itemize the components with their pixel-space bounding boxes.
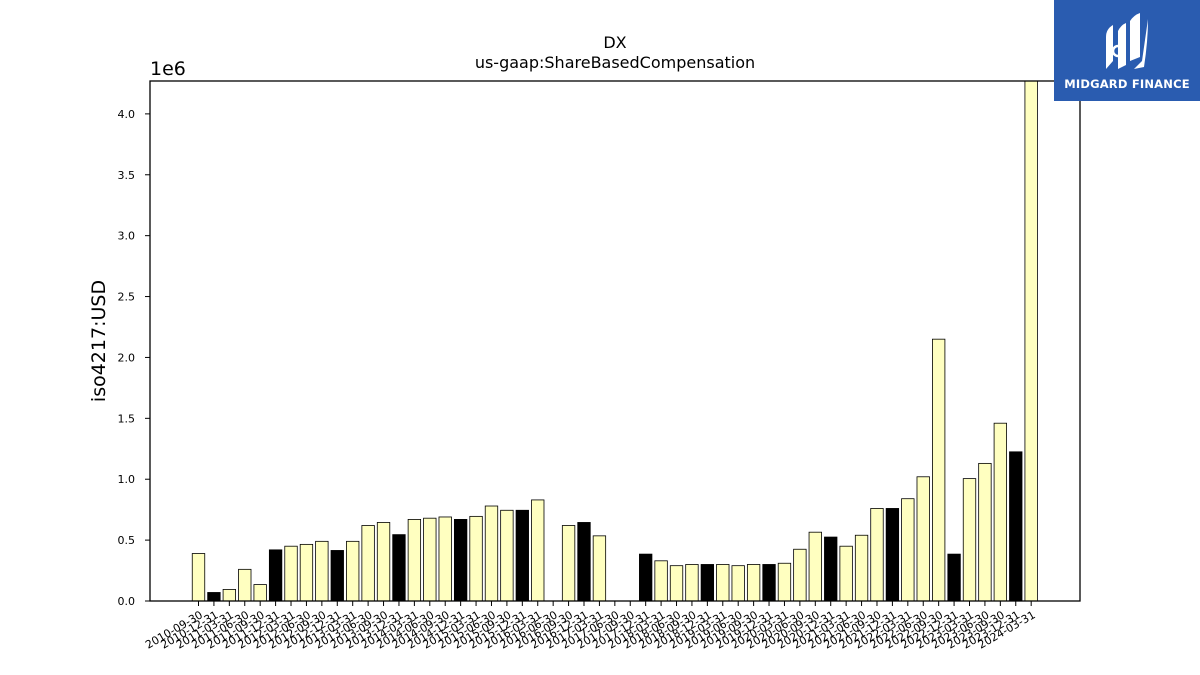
y-tick-label: 0.0 xyxy=(118,595,136,608)
bar-2024-03-31 xyxy=(1024,80,1038,602)
bar-2021-12-31 xyxy=(885,508,900,602)
y-tick-label: 3.0 xyxy=(118,230,136,243)
y-tick-label: 2.0 xyxy=(118,351,136,364)
y-tick-label: 3.5 xyxy=(118,169,136,182)
bar-2017-12-31 xyxy=(639,553,653,602)
y-tick-label: 4.0 xyxy=(118,108,136,121)
bar-2023-06-30 xyxy=(978,462,992,602)
y-offset-label: 1e6 xyxy=(150,58,186,80)
bar-2015-09-30 xyxy=(500,509,514,602)
bar-2014-03-31 xyxy=(407,519,422,602)
bar-2011-12-31 xyxy=(268,549,283,602)
logo-text: MIDGARD FINANCE xyxy=(1064,76,1190,91)
bar-2021-03-31 xyxy=(839,545,853,602)
bar-2022-03-31 xyxy=(901,498,915,602)
chart-subtitle: us-gaap:ShareBasedCompensation xyxy=(475,53,755,72)
bar-2015-12-31 xyxy=(515,509,529,602)
bar-2015-06-30 xyxy=(484,505,499,602)
x-axis-ticks: 2010-09-302010-12-312011-03-312011-06-30… xyxy=(143,601,1038,652)
bar-2022-06-30 xyxy=(916,476,930,602)
bar-2020-03-31 xyxy=(777,562,792,602)
bar-2022-09-30 xyxy=(932,338,946,602)
bar-2020-12-31 xyxy=(824,536,838,602)
midgard-finance-logo: MIDGARD FINANCE xyxy=(1054,0,1200,101)
y-axis-label: iso4217:USD xyxy=(88,280,110,402)
chart-title: DX xyxy=(603,33,626,52)
bar-2023-09-30 xyxy=(993,422,1007,602)
bar-2012-09-30 xyxy=(315,540,329,602)
bar-2012-03-31 xyxy=(284,545,298,602)
bar-2018-09-30 xyxy=(685,564,699,602)
y-tick-label: 0.5 xyxy=(118,534,136,547)
bar-2018-06-30 xyxy=(669,565,684,602)
plot-frame xyxy=(149,80,1081,602)
bar-2018-03-31 xyxy=(654,560,668,602)
bars-layer xyxy=(191,80,1038,602)
bar-2012-12-31 xyxy=(330,550,344,602)
bar-2022-12-31 xyxy=(947,553,961,602)
midgard-m-logo-icon xyxy=(1106,12,1148,69)
bar-2013-12-31 xyxy=(392,534,406,602)
bar-2016-03-31 xyxy=(531,499,545,602)
bar-2020-09-30 xyxy=(808,531,822,602)
bar-2014-09-30 xyxy=(438,516,452,602)
bar-2014-06-30 xyxy=(423,517,437,602)
bar-2010-09-30 xyxy=(191,553,206,602)
bar-2011-09-30 xyxy=(253,584,267,602)
bar-2013-09-30 xyxy=(376,522,391,602)
bar-2011-06-30 xyxy=(238,568,252,602)
bar-2021-06-30 xyxy=(854,534,869,602)
bar-2014-12-31 xyxy=(453,519,468,602)
bar-2023-12-31 xyxy=(1009,451,1023,602)
y-tick-label: 2.5 xyxy=(118,291,136,304)
y-tick-label: 1.5 xyxy=(118,412,136,425)
bar-2016-12-31 xyxy=(577,522,591,602)
bar-2017-03-31 xyxy=(592,535,607,602)
bar-2019-03-31 xyxy=(716,564,730,602)
bar-2020-06-30 xyxy=(793,548,807,602)
bar-2019-12-31 xyxy=(762,564,776,602)
bar-2023-03-31 xyxy=(962,478,977,602)
bar-2012-06-30 xyxy=(299,543,314,602)
bar-2021-09-30 xyxy=(870,508,884,602)
bar-2019-09-30 xyxy=(746,564,761,602)
bar-2016-09-30 xyxy=(561,525,576,602)
bar-2015-03-31 xyxy=(469,515,483,602)
y-axis-ticks: 0.0 0.5 1.0 1.5 2.0 2.5 3.0 3.5 4.0 xyxy=(118,108,150,608)
bar-2011-03-31 xyxy=(222,589,236,602)
bar-2013-06-30 xyxy=(361,525,375,602)
bar-2018-12-31 xyxy=(700,564,715,602)
bar-2010-12-31 xyxy=(207,592,221,602)
bar-2019-06-30 xyxy=(731,565,745,602)
y-tick-label: 1.0 xyxy=(118,473,136,486)
bar-2013-03-31 xyxy=(346,540,360,602)
